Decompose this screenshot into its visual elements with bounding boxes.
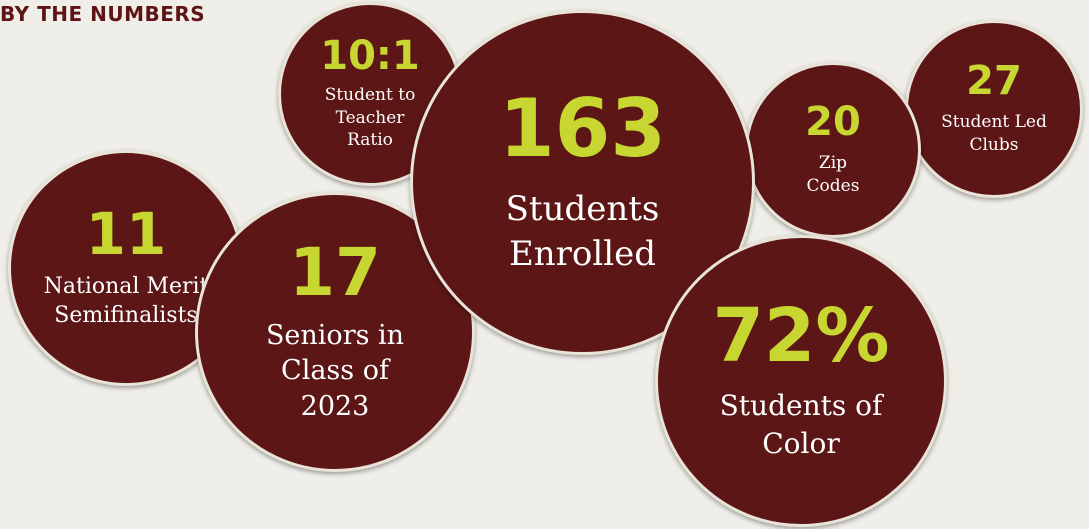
stat-value: 163	[499, 82, 666, 176]
stat-label: Student Led Clubs	[941, 112, 1047, 155]
stat-label: Student to Teacher Ratio	[324, 84, 416, 151]
stat-student-clubs: 27 Student Led Clubs	[905, 20, 1083, 198]
stat-value: 72%	[712, 293, 890, 380]
stat-label: Students Enrolled	[505, 189, 660, 274]
stat-label: National Merit Semifinalists	[43, 274, 209, 328]
page-heading: BY THE NUMBERS	[0, 2, 206, 26]
stat-value: 10:1	[320, 32, 420, 79]
stat-seniors: 17 Seniors in Class of 2023	[195, 192, 475, 472]
stat-ratio: 10:1 Student to Teacher Ratio	[278, 2, 462, 186]
stat-value: 20	[805, 99, 861, 146]
stat-value: 11	[85, 200, 167, 269]
stat-national-merit: 11 National Merit Semifinalists	[8, 150, 244, 386]
stat-students-of-color: 72% Students of Color	[655, 235, 947, 527]
stat-zip-codes: 20 Zip Codes	[745, 62, 921, 238]
stat-label: Seniors in Class of 2023	[265, 320, 405, 422]
stat-label: Students of Color	[719, 389, 883, 460]
stat-value: 27	[966, 58, 1022, 105]
stat-value: 17	[289, 234, 381, 312]
stat-label: Zip Codes	[806, 153, 860, 196]
